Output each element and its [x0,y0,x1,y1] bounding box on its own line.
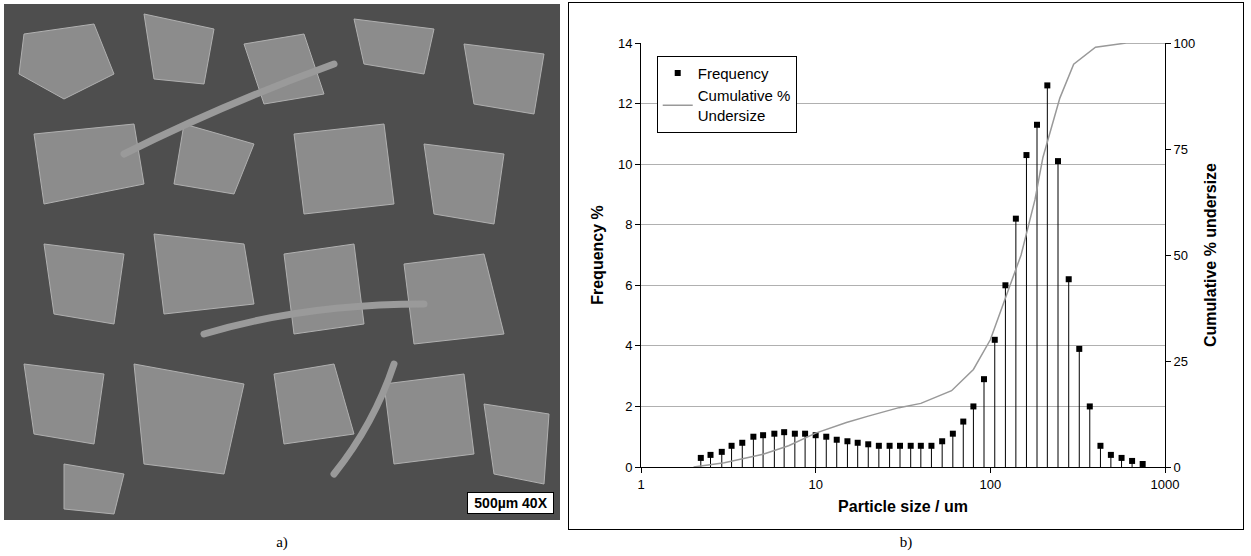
svg-text:10: 10 [808,477,822,492]
svg-text:0: 0 [625,460,632,475]
svg-text:Frequency: Frequency [698,65,769,82]
html-text:a): a) [276,534,288,550]
svg-text:Particle size / um: Particle size / um [838,498,968,515]
html-text:b): b) [899,534,913,550]
svg-text:10: 10 [618,157,632,172]
svg-text:Cumulative % undersize: Cumulative % undersize [1202,163,1219,347]
svg-text:Frequency %: Frequency % [589,205,606,305]
svg-text:0: 0 [1174,460,1181,475]
svg-text:1000: 1000 [1151,477,1180,492]
svg-text:4: 4 [625,338,632,353]
svg-text:12: 12 [618,96,632,111]
svg-text:14: 14 [618,36,632,51]
svg-text:Cumulative %Undersize: Cumulative %Undersize [698,87,791,124]
svg-text:6: 6 [625,278,632,293]
svg-text:100: 100 [1174,36,1196,51]
svg-text:2: 2 [625,399,632,414]
svg-text:8: 8 [625,217,632,232]
svg-text:50: 50 [1174,248,1188,263]
svg-text:75: 75 [1174,142,1188,157]
svg-text:100: 100 [979,477,1001,492]
svg-text:25: 25 [1174,354,1188,369]
html-text:500µm 40X: 500µm 40X [474,495,547,511]
svg-text:1: 1 [637,477,644,492]
